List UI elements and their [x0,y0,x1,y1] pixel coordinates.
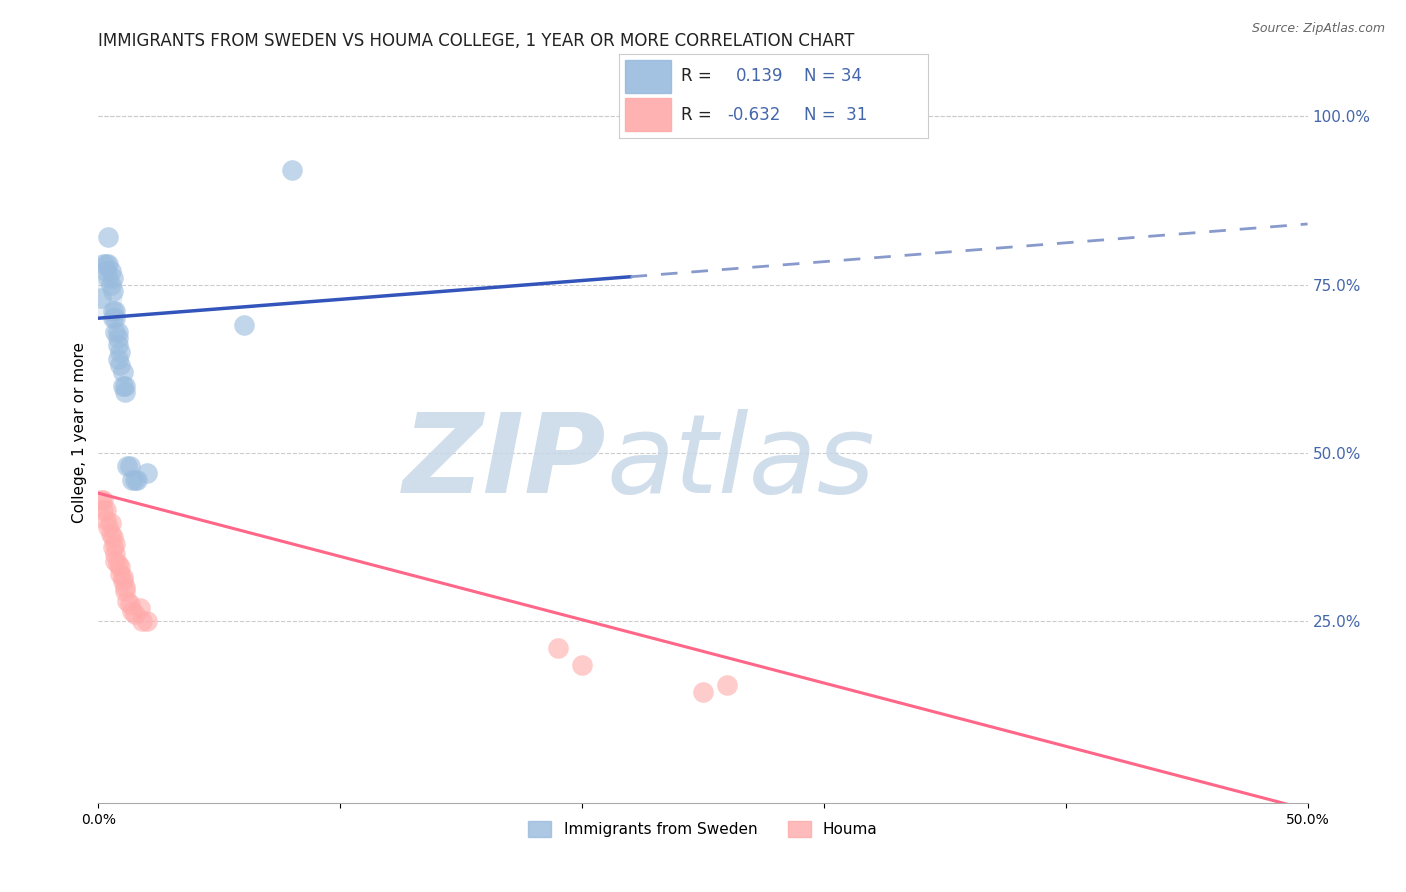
Point [97,520,120,534]
Point [104,325,127,339]
Point [94,257,117,271]
Text: R =: R = [681,68,711,86]
Point [118,459,141,474]
Point [101,540,124,554]
Point [692,685,714,699]
Point [114,581,136,595]
Point [111,570,134,584]
Point [104,547,127,561]
Point [111,365,134,379]
Point [114,385,136,400]
Point [114,378,136,392]
Point [108,566,131,581]
Point [101,304,124,318]
Text: -0.632: -0.632 [727,105,780,123]
Point [547,640,569,655]
Text: N =  31: N = 31 [804,105,868,123]
Point [101,530,124,544]
Point [117,594,139,608]
Point [104,311,127,326]
Legend: Immigrants from Sweden, Houma: Immigrants from Sweden, Houma [522,815,884,843]
Point [101,270,124,285]
Point [128,600,150,615]
Point [135,466,157,480]
Point [124,473,146,487]
Text: N = 34: N = 34 [804,68,862,86]
Text: 0.139: 0.139 [737,68,783,86]
Point [94,513,117,527]
Point [91,503,114,517]
Point [716,678,738,692]
Point [107,557,129,571]
Point [100,516,122,531]
Point [124,607,146,622]
Point [91,492,114,507]
Point [108,560,131,574]
Text: IMMIGRANTS FROM SWEDEN VS HOUMA COLLEGE, 1 YEAR OR MORE CORRELATION CHART: IMMIGRANTS FROM SWEDEN VS HOUMA COLLEGE,… [98,32,855,50]
Point [131,614,153,628]
Point [571,657,593,672]
Point [101,285,124,299]
Point [97,257,120,271]
Point [121,604,143,618]
Point [121,473,143,487]
Point [90,291,112,305]
Point [135,614,157,628]
Point [97,230,120,244]
Point [107,338,129,352]
Point [107,325,129,339]
Point [104,553,127,567]
Point [108,359,131,373]
Point [100,526,122,541]
Point [104,304,127,318]
FancyBboxPatch shape [624,98,671,130]
Point [107,351,129,366]
Point [114,583,136,598]
Point [232,318,254,332]
Y-axis label: College, 1 year or more: College, 1 year or more [72,343,87,523]
FancyBboxPatch shape [624,61,671,93]
Text: Source: ZipAtlas.com: Source: ZipAtlas.com [1251,22,1385,36]
Point [111,574,134,588]
Point [108,344,131,359]
Point [101,311,124,326]
Point [94,503,117,517]
Point [90,291,112,305]
Point [127,473,149,487]
Point [94,264,117,278]
Point [118,597,141,611]
Point [107,331,129,345]
Text: ZIP: ZIP [402,409,606,516]
Point [97,270,120,285]
Point [91,257,114,271]
Point [104,536,127,550]
Point [111,378,134,392]
Point [90,492,112,507]
Point [281,163,304,178]
Text: atlas: atlas [606,409,875,516]
Point [117,459,139,474]
Point [100,264,122,278]
Text: R =: R = [681,105,711,123]
Point [100,277,122,292]
